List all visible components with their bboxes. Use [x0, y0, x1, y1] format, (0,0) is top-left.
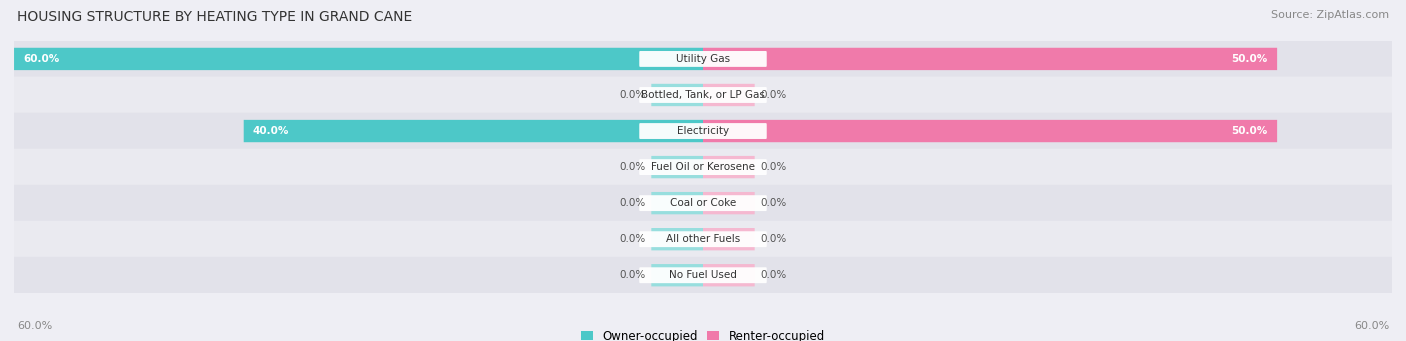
- FancyBboxPatch shape: [651, 264, 703, 286]
- FancyBboxPatch shape: [1, 113, 1405, 149]
- FancyBboxPatch shape: [1, 41, 1405, 77]
- Text: 0.0%: 0.0%: [619, 234, 645, 244]
- Text: Bottled, Tank, or LP Gas: Bottled, Tank, or LP Gas: [641, 90, 765, 100]
- Text: 0.0%: 0.0%: [761, 198, 787, 208]
- FancyBboxPatch shape: [1, 185, 1405, 222]
- Legend: Owner-occupied, Renter-occupied: Owner-occupied, Renter-occupied: [581, 330, 825, 341]
- Text: 0.0%: 0.0%: [761, 270, 787, 280]
- Text: Fuel Oil or Kerosene: Fuel Oil or Kerosene: [651, 162, 755, 172]
- Text: 0.0%: 0.0%: [619, 270, 645, 280]
- Text: 0.0%: 0.0%: [761, 90, 787, 100]
- Text: 60.0%: 60.0%: [17, 321, 52, 331]
- FancyBboxPatch shape: [651, 156, 703, 178]
- Text: 0.0%: 0.0%: [761, 234, 787, 244]
- Text: 50.0%: 50.0%: [1232, 54, 1268, 64]
- FancyBboxPatch shape: [1, 257, 1405, 294]
- Text: HOUSING STRUCTURE BY HEATING TYPE IN GRAND CANE: HOUSING STRUCTURE BY HEATING TYPE IN GRA…: [17, 10, 412, 24]
- FancyBboxPatch shape: [1, 149, 1405, 186]
- Text: Electricity: Electricity: [676, 126, 730, 136]
- FancyBboxPatch shape: [651, 84, 703, 106]
- FancyBboxPatch shape: [703, 48, 1277, 70]
- Text: Source: ZipAtlas.com: Source: ZipAtlas.com: [1271, 10, 1389, 20]
- Text: 50.0%: 50.0%: [1232, 126, 1268, 136]
- FancyBboxPatch shape: [243, 120, 703, 142]
- Text: 60.0%: 60.0%: [1354, 321, 1389, 331]
- FancyBboxPatch shape: [640, 231, 766, 247]
- FancyBboxPatch shape: [640, 87, 766, 103]
- FancyBboxPatch shape: [1, 77, 1405, 113]
- FancyBboxPatch shape: [1, 221, 1405, 257]
- FancyBboxPatch shape: [651, 228, 703, 250]
- FancyBboxPatch shape: [640, 51, 766, 67]
- Text: 0.0%: 0.0%: [761, 162, 787, 172]
- FancyBboxPatch shape: [651, 192, 703, 214]
- Text: All other Fuels: All other Fuels: [666, 234, 740, 244]
- FancyBboxPatch shape: [703, 156, 755, 178]
- Text: Coal or Coke: Coal or Coke: [669, 198, 737, 208]
- Text: 60.0%: 60.0%: [24, 54, 59, 64]
- Text: 40.0%: 40.0%: [253, 126, 290, 136]
- FancyBboxPatch shape: [703, 192, 755, 214]
- FancyBboxPatch shape: [14, 48, 703, 70]
- FancyBboxPatch shape: [640, 195, 766, 211]
- Text: 0.0%: 0.0%: [619, 198, 645, 208]
- Text: No Fuel Used: No Fuel Used: [669, 270, 737, 280]
- FancyBboxPatch shape: [703, 264, 755, 286]
- Text: Utility Gas: Utility Gas: [676, 54, 730, 64]
- Text: 0.0%: 0.0%: [619, 162, 645, 172]
- FancyBboxPatch shape: [640, 159, 766, 175]
- FancyBboxPatch shape: [703, 228, 755, 250]
- FancyBboxPatch shape: [640, 123, 766, 139]
- Text: 0.0%: 0.0%: [619, 90, 645, 100]
- FancyBboxPatch shape: [703, 84, 755, 106]
- FancyBboxPatch shape: [640, 267, 766, 283]
- FancyBboxPatch shape: [703, 120, 1277, 142]
